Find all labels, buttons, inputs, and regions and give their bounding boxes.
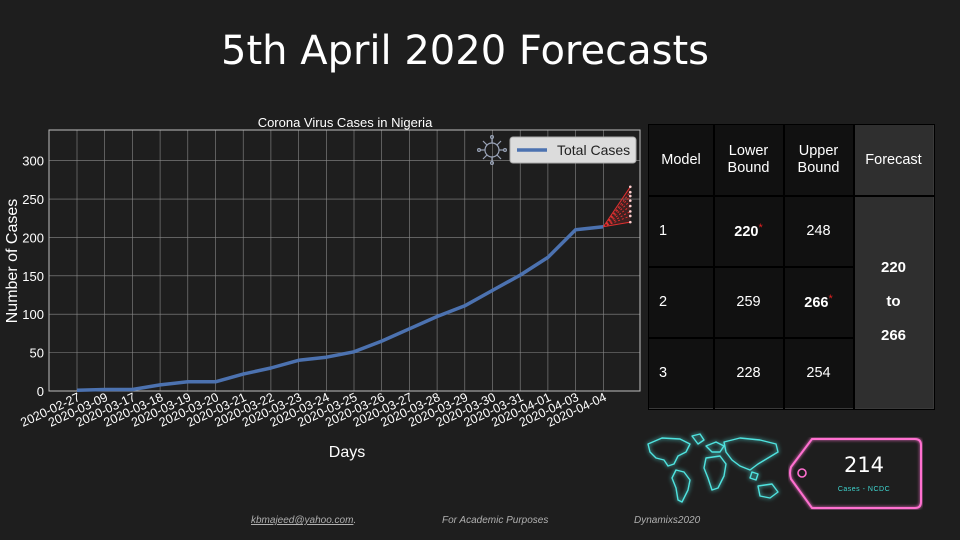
- x-tick-labels: 2020-02-272020-03-092020-03-172020-03-18…: [18, 390, 608, 430]
- series-line-total-cases: [76, 224, 604, 392]
- footer-brand: Dynamixs2020: [634, 515, 701, 526]
- y-tick-label: 100: [22, 307, 44, 322]
- table-row: 1 220* 248 220 to 266: [647, 194, 935, 410]
- cell-lower-bound: 220*: [712, 194, 785, 268]
- header-upper-bound: Upper Bound: [782, 123, 855, 197]
- forecast-point: [629, 210, 632, 213]
- y-tick-label: 0: [37, 384, 44, 399]
- forecast-to-word: to: [886, 293, 901, 310]
- forecast-ray: [602, 205, 631, 228]
- legend: Total Cases: [509, 136, 637, 164]
- case-count-tag: [789, 438, 922, 509]
- y-tick-labels: 0 50 100 150 200 250 300: [22, 154, 44, 399]
- forecast-ray: [603, 215, 631, 228]
- header-model: Model: [647, 123, 715, 197]
- forecast-point: [629, 190, 632, 194]
- legend-box: [509, 136, 637, 164]
- cell-model: 3: [647, 336, 715, 410]
- forecast-ray: [603, 210, 631, 228]
- line-chart: Corona Virus Cases in Nigeria 0 50 100 150 2…: [4, 115, 641, 461]
- chart-title: Corona Virus Cases in Nigeria: [258, 115, 433, 130]
- cell-forecast-range: 220 to 266: [852, 194, 935, 410]
- footer-email-link: kbmajeed@yahoo.com: [251, 515, 354, 526]
- y-tick-label: 300: [22, 154, 44, 169]
- selected-marker: *: [828, 293, 833, 305]
- forecast-point: [629, 194, 632, 198]
- chart-grid: [49, 130, 640, 392]
- y-axis-label: Number of Cases: [4, 199, 21, 324]
- y-tick-label: 200: [22, 230, 44, 245]
- forecast-ray: [602, 195, 631, 228]
- forecast-to: 266: [880, 327, 907, 344]
- header-forecast: Forecast: [852, 123, 935, 197]
- table-header-row: Model Lower Bound Upper Bound Forecast: [647, 123, 935, 197]
- y-tick-label: 250: [22, 192, 44, 207]
- cell-upper-bound: 266*: [782, 265, 855, 339]
- cell-model: 2: [647, 265, 715, 339]
- cell-value: 220: [734, 224, 759, 240]
- forecast-point: [629, 185, 632, 189]
- page-title: 5th April 2020 Forecasts: [221, 28, 709, 74]
- case-count-caption: Cases - NCDC: [837, 486, 891, 493]
- y-tick-label: 50: [30, 346, 44, 361]
- footer-purpose: For Academic Purposes: [442, 515, 549, 526]
- cell-model: 1: [647, 194, 715, 268]
- case-count-value: 214: [843, 453, 885, 477]
- cell-upper-bound: 248: [782, 194, 855, 268]
- forecast-ray: [603, 221, 631, 228]
- legend-label: Total Cases: [557, 142, 630, 158]
- table-row: 2 259 266*: [647, 265, 934, 339]
- cell-lower-bound: 228: [712, 336, 785, 410]
- table-row: 3 228 254: [647, 336, 934, 410]
- y-tick-label: 150: [22, 269, 44, 284]
- forecast-point: [629, 204, 632, 208]
- forecast-table: Model Lower Bound Upper Bound Forecast 1…: [647, 123, 935, 410]
- tag-hole: [797, 468, 807, 478]
- cell-lower-bound: 259: [712, 265, 785, 339]
- world-map-icon: [647, 433, 779, 503]
- forecast-point: [629, 214, 632, 218]
- forecast-ray: [602, 191, 631, 228]
- virus-icon: [477, 135, 508, 166]
- header-lower-bound: Lower Bound: [712, 123, 785, 197]
- cell-upper-bound: 254: [782, 336, 855, 410]
- forecast-fan: [602, 185, 632, 228]
- forecast-point: [629, 220, 632, 224]
- x-axis-label: Days: [329, 444, 365, 461]
- footer-email[interactable]: kbmajeed@yahoo.com.: [251, 515, 357, 526]
- forecast-ray: [602, 186, 631, 228]
- cell-value: 266: [804, 295, 829, 311]
- plot-frame: [48, 129, 641, 392]
- forecast-point: [629, 199, 632, 202]
- forecast-from: 220: [880, 259, 907, 276]
- forecast-band: [603, 186, 631, 227]
- selected-marker: *: [758, 222, 763, 234]
